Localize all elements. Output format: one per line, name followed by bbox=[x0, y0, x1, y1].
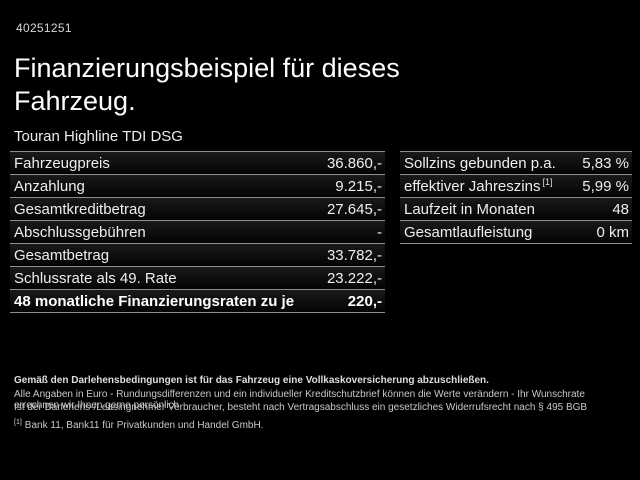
row-label: Gesamtbetrag bbox=[14, 246, 110, 264]
footnote-text: Bank 11, Bank11 für Privatkunden und Han… bbox=[24, 420, 264, 431]
table-row-monthly-rate: 48 monatliche Finanzierungsraten zu je 2… bbox=[10, 289, 385, 313]
row-value: 0 km bbox=[596, 223, 629, 241]
page-title: Finanzierungsbeispiel für dieses Fahrzeu… bbox=[14, 53, 400, 116]
row-value: 9.215,- bbox=[335, 177, 382, 195]
table-row: Schlussrate als 49. Rate 23.222,- bbox=[10, 266, 385, 289]
offer-id-number: 40251251 bbox=[16, 21, 72, 35]
footnote-marker: [1] bbox=[542, 176, 553, 187]
row-value: - bbox=[377, 223, 382, 241]
financing-table: Fahrzeugpreis 36.860,- Anzahlung 9.215,-… bbox=[10, 151, 385, 313]
table-row: Laufzeit in Monaten 48 bbox=[400, 197, 632, 220]
row-label: effektiver Jahreszins [1] bbox=[404, 176, 553, 195]
row-value: 27.645,- bbox=[326, 200, 382, 218]
table-row: effektiver Jahreszins [1] 5,99 % bbox=[400, 174, 632, 197]
table-row: Fahrzeugpreis 36.860,- bbox=[10, 151, 385, 174]
row-label: 48 monatliche Finanzierungsraten zu je bbox=[14, 292, 295, 310]
row-label: Schlussrate als 49. Rate bbox=[14, 269, 177, 287]
vehicle-model-subtitle: Touran Highline TDI DSG bbox=[14, 128, 183, 145]
footer-bank-footnote: [1] Bank 11, Bank11 für Privatkunden und … bbox=[14, 418, 629, 431]
table-row: Gesamtkreditbetrag 27.645,- bbox=[10, 197, 385, 220]
table-row: Abschlussgebühren - bbox=[10, 220, 385, 243]
row-label: Laufzeit in Monaten bbox=[404, 200, 535, 218]
row-value: 5,99 % bbox=[582, 177, 629, 195]
row-value: 36.860,- bbox=[326, 154, 382, 172]
row-label: Abschlussgebühren bbox=[14, 223, 146, 241]
row-value: 220,- bbox=[347, 292, 382, 310]
footer-insurance-note: Gemäß den Darlehensbedingungen ist für d… bbox=[14, 375, 489, 386]
footer-withdrawal-note: Ist der Darlehens-/Leasingnehmer Verbrau… bbox=[14, 402, 588, 413]
table-row: Gesamtbetrag 33.782,- bbox=[10, 243, 385, 266]
table-row: Sollzins gebunden p.a. 5,83 % bbox=[400, 151, 632, 174]
row-value: 48 bbox=[612, 200, 629, 218]
table-row: Gesamtlaufleistung 0 km bbox=[400, 220, 632, 244]
row-label: Anzahlung bbox=[14, 177, 85, 195]
footnote-marker: [1] bbox=[14, 418, 22, 426]
footer-disclaimer-line: Alle Angaben in Euro - Rundungsdifferenz… bbox=[14, 389, 585, 411]
row-value: 23.222,- bbox=[326, 269, 382, 287]
row-label: Gesamtlaufleistung bbox=[404, 223, 533, 241]
table-row: Anzahlung 9.215,- bbox=[10, 174, 385, 197]
row-value: 33.782,- bbox=[326, 246, 382, 264]
conditions-table: Sollzins gebunden p.a. 5,83 % effektiver… bbox=[400, 151, 632, 244]
row-label: Sollzins gebunden p.a. bbox=[404, 154, 556, 172]
row-value: 5,83 % bbox=[582, 154, 629, 172]
row-label: Fahrzeugpreis bbox=[14, 154, 110, 172]
row-label: Gesamtkreditbetrag bbox=[14, 200, 146, 218]
